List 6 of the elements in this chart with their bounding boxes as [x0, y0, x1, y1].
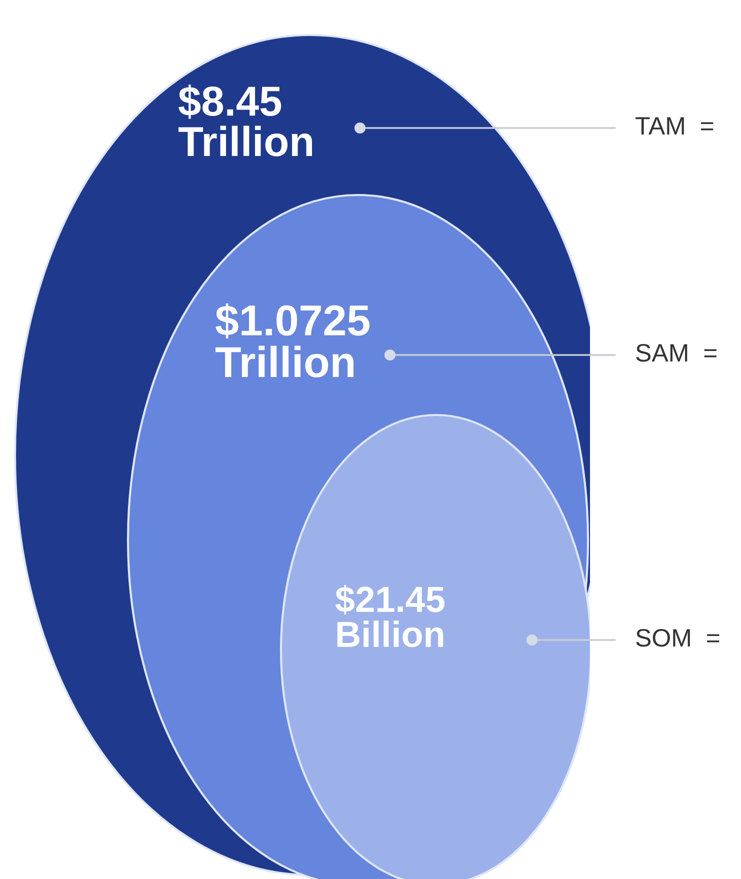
- category-label: TAM =: [636, 117, 714, 134]
- category-label: SOM =: [636, 629, 720, 647]
- data-label: $1.0725 Trillion: [215, 303, 370, 378]
- category-label: SAM =: [636, 344, 716, 362]
- data-label: $8.45 Trillion: [178, 84, 312, 156]
- data-label: $21.45 Billion: [335, 585, 444, 648]
